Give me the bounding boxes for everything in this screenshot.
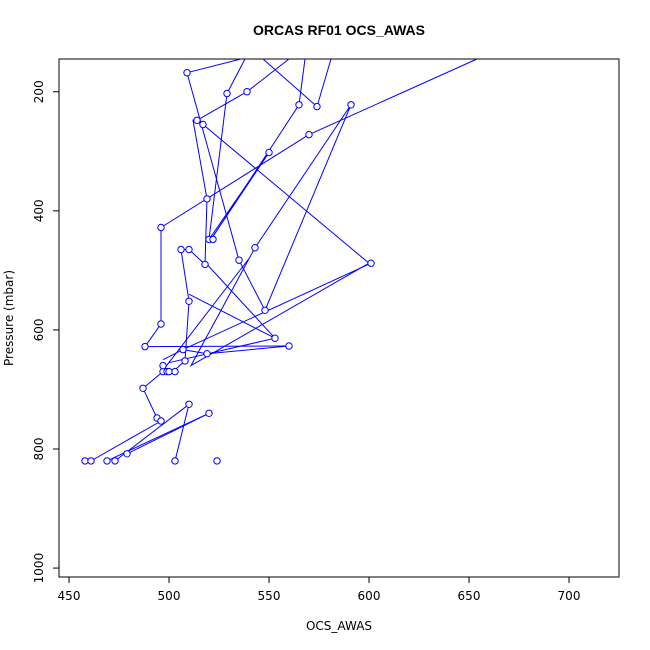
data-point-19 — [179, 345, 187, 354]
data-point-27 — [235, 256, 243, 264]
x-tick-label-450: 450 — [58, 589, 81, 603]
data-point-23 — [157, 320, 165, 328]
data-point-20 — [203, 350, 211, 358]
data-point-35 — [203, 195, 211, 203]
x-tick-label-600: 600 — [358, 589, 381, 603]
data-point-31 — [251, 244, 259, 252]
data-point-1 — [87, 457, 95, 465]
series-segment-10 — [308, 58, 478, 136]
y-tick-label-200: 200 — [32, 80, 46, 103]
y-tick-label-1000: 1000 — [32, 553, 46, 584]
data-point-22 — [285, 342, 293, 350]
series-segment-5 — [206, 345, 290, 355]
y-tick-label-400: 400 — [32, 199, 46, 222]
data-point-33 — [209, 235, 217, 244]
data-point-39 — [199, 120, 207, 129]
series-segment-4 — [144, 345, 290, 348]
plot-frame — [58, 58, 620, 578]
data-point-4 — [123, 450, 131, 458]
data-point-40 — [295, 101, 303, 109]
data-point-44 — [243, 88, 251, 96]
x-tick-label-700: 700 — [558, 589, 581, 603]
data-points — [81, 69, 375, 465]
chart-title: ORCAS RF01 OCS_AWAS — [253, 22, 425, 38]
series-segment-23 — [316, 58, 332, 107]
data-point-3 — [111, 457, 119, 465]
series-segment-7 — [162, 349, 184, 361]
y-tick-label-800: 800 — [32, 438, 46, 461]
series-segment-20 — [262, 58, 318, 107]
data-point-18 — [141, 342, 149, 351]
data-point-45 — [183, 69, 191, 77]
data-point-17 — [181, 357, 189, 365]
x-axis: 450 500 550 600 650 700 — [58, 576, 581, 603]
data-point-14 — [165, 367, 173, 376]
series-segment-6 — [182, 349, 208, 355]
data-point-0 — [81, 457, 89, 465]
x-tick-label-550: 550 — [258, 589, 281, 603]
series-segment-12 — [188, 293, 276, 339]
x-axis-label: OCS_AWAS — [306, 619, 372, 633]
data-point-26 — [201, 260, 209, 269]
series-segment-25 — [206, 264, 276, 339]
data-point-29 — [177, 245, 185, 254]
series-path — [85, 58, 370, 462]
series-segment-24 — [160, 258, 250, 374]
data-point-43 — [223, 89, 231, 98]
data-point-41 — [313, 102, 321, 111]
data-point-25 — [261, 306, 269, 314]
series-segment-17 — [208, 93, 228, 240]
data-point-38 — [193, 116, 201, 125]
series-segment-22 — [208, 152, 270, 240]
series-segment-9 — [160, 134, 310, 228]
data-point-30 — [185, 245, 193, 254]
data-point-15 — [171, 367, 179, 376]
data-point-21 — [271, 334, 279, 342]
data-lines — [85, 58, 478, 462]
data-point-24 — [185, 297, 193, 305]
data-point-8 — [157, 417, 165, 425]
series-segment-21 — [196, 91, 248, 121]
data-point-34 — [157, 223, 165, 232]
series-segment-19 — [246, 58, 290, 93]
data-point-5 — [171, 457, 179, 465]
y-axis-label: Pressure (mbar) — [2, 270, 16, 366]
data-point-6 — [213, 457, 221, 465]
series-segment-16 — [298, 58, 306, 105]
data-point-16 — [159, 361, 167, 370]
data-point-2 — [103, 457, 111, 465]
data-point-36 — [265, 148, 273, 157]
data-point-11 — [139, 384, 147, 392]
data-point-42 — [347, 101, 355, 109]
series-segment-11 — [144, 323, 162, 347]
series-segment-26 — [182, 262, 372, 351]
y-tick-label-600: 600 — [32, 318, 46, 341]
series-segment-3 — [126, 412, 210, 455]
x-tick-label-500: 500 — [158, 589, 181, 603]
data-point-10 — [205, 409, 213, 417]
y-axis: 200 400 600 800 1000 — [32, 80, 60, 584]
data-point-37 — [305, 130, 313, 139]
data-point-28 — [367, 259, 375, 267]
series-segment-1 — [174, 404, 190, 462]
x-tick-label-650: 650 — [458, 589, 481, 603]
series-segment-18 — [226, 58, 246, 94]
data-point-9 — [185, 400, 193, 408]
